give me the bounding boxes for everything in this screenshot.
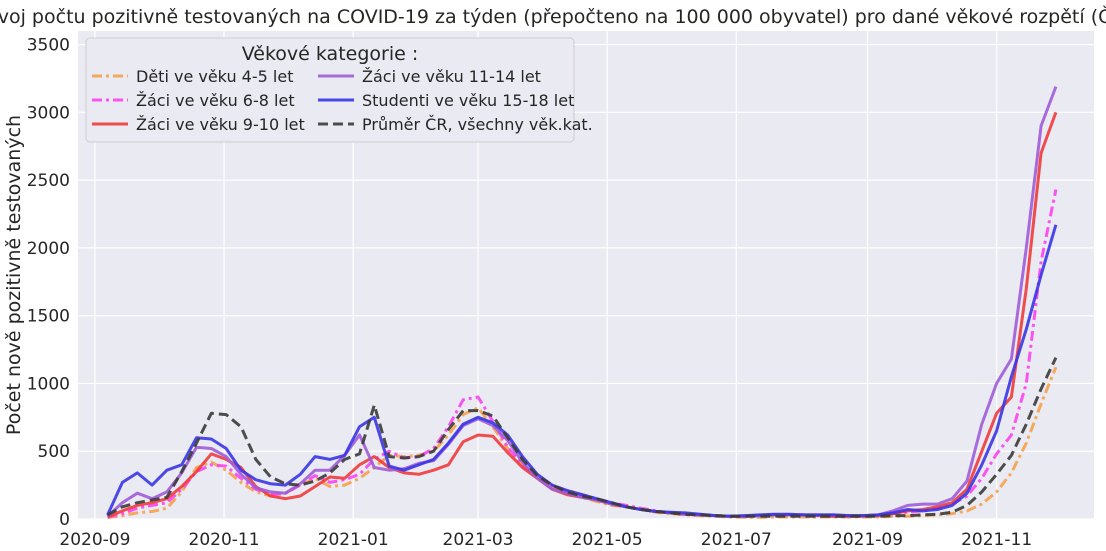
- x-tick-label: 2020-09: [59, 530, 130, 550]
- x-tick-label: 2021-05: [572, 530, 643, 550]
- y-tick-label: 2000: [27, 239, 70, 259]
- y-tick-label: 1000: [27, 374, 70, 394]
- chart-title: Vývoj počtu pozitivně testovaných na COV…: [0, 4, 1106, 28]
- x-tick-label: 2020-11: [189, 530, 260, 550]
- series-line-6: [106, 357, 1058, 518]
- x-tick-label: 2021-01: [318, 530, 389, 550]
- x-tick-label: 2021-03: [443, 530, 514, 550]
- y-tick-label: 3000: [27, 103, 70, 123]
- y-tick-label: 0: [59, 510, 70, 530]
- legend-label-1: Děti ve věku 4-5 let: [136, 67, 293, 86]
- y-tick-labels: 0 500 1000 1500 2000 2500 3000 3500: [27, 36, 70, 530]
- x-tick-label: 2021-11: [961, 530, 1032, 550]
- legend-label-5: Studenti ve věku 15-18 let: [362, 91, 574, 110]
- legend-label-6: Průměr ČR, všechny věk.kat.: [362, 115, 593, 134]
- series-layer: [106, 86, 1058, 520]
- y-tick-label: 1500: [27, 307, 70, 327]
- x-tick-labels: 2020-09 2020-11 2021-01 2021-03 2021-05 2021-…: [59, 530, 1032, 550]
- y-tick-label: 3500: [27, 36, 70, 56]
- legend: Věkové kategorie : Děti ve věku 4-5 let Ž…: [85, 37, 593, 143]
- series-line-5: [106, 224, 1058, 518]
- legend-title: Věkové kategorie :: [242, 43, 419, 65]
- x-tick-label: 2021-09: [832, 530, 903, 550]
- y-tick-label: 500: [38, 442, 70, 462]
- x-tick-label: 2021-07: [701, 530, 772, 550]
- legend-label-3: Žáci ve věku 9-10 let: [136, 115, 305, 134]
- legend-label-2: Žáci ve věku 6-8 let: [136, 91, 295, 110]
- legend-label-4: Žáci ve věku 11-14 let: [362, 67, 541, 86]
- y-axis-label: Počet nově pozitivně testovaných: [3, 115, 25, 435]
- legend-box: [85, 37, 575, 143]
- y-tick-label: 2500: [27, 171, 70, 191]
- series-line-4: [106, 86, 1058, 518]
